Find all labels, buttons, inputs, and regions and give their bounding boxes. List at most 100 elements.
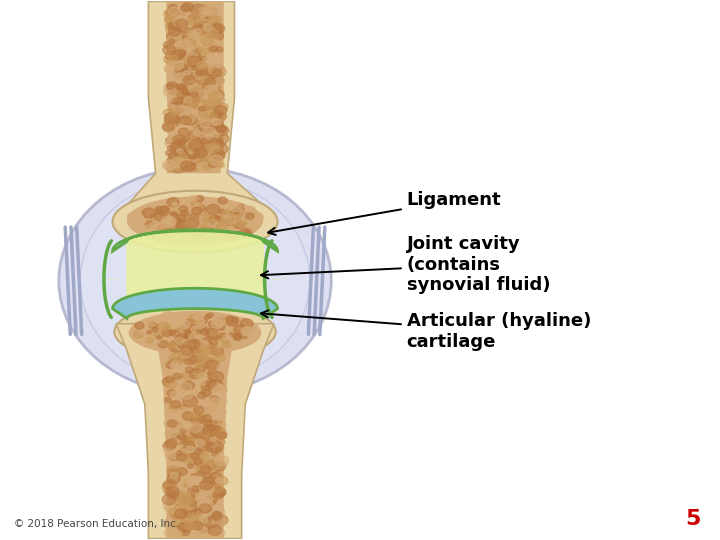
Circle shape	[184, 319, 196, 328]
Circle shape	[194, 340, 202, 346]
Circle shape	[209, 161, 217, 168]
Circle shape	[168, 34, 182, 45]
Circle shape	[168, 39, 175, 44]
Circle shape	[200, 331, 211, 339]
Circle shape	[207, 204, 220, 214]
Circle shape	[204, 433, 214, 440]
Circle shape	[141, 335, 150, 341]
Circle shape	[190, 497, 196, 501]
Circle shape	[171, 98, 179, 104]
Circle shape	[187, 56, 202, 67]
Circle shape	[167, 84, 174, 89]
Circle shape	[224, 210, 230, 214]
Circle shape	[203, 164, 210, 169]
Circle shape	[207, 75, 214, 80]
Circle shape	[167, 146, 174, 151]
Circle shape	[200, 522, 210, 529]
Circle shape	[174, 63, 187, 73]
Circle shape	[177, 399, 184, 404]
Circle shape	[202, 426, 212, 434]
Circle shape	[215, 419, 222, 424]
Circle shape	[188, 15, 201, 25]
Circle shape	[199, 485, 210, 495]
Circle shape	[178, 343, 185, 348]
Circle shape	[225, 316, 235, 323]
Circle shape	[163, 326, 171, 331]
Circle shape	[192, 479, 204, 488]
Circle shape	[239, 332, 248, 339]
Circle shape	[174, 329, 185, 338]
Circle shape	[168, 441, 180, 449]
Circle shape	[188, 218, 202, 229]
Circle shape	[168, 491, 179, 499]
Circle shape	[199, 357, 214, 368]
Circle shape	[207, 98, 220, 107]
Circle shape	[151, 220, 162, 228]
Circle shape	[186, 165, 194, 171]
Circle shape	[199, 107, 205, 112]
Circle shape	[197, 237, 205, 242]
Circle shape	[168, 220, 174, 223]
Circle shape	[200, 334, 206, 339]
Circle shape	[213, 317, 225, 326]
Polygon shape	[264, 279, 288, 281]
Circle shape	[175, 106, 189, 117]
Circle shape	[202, 110, 208, 114]
Circle shape	[197, 330, 202, 334]
Circle shape	[170, 472, 179, 478]
Circle shape	[207, 458, 222, 469]
Circle shape	[171, 156, 186, 167]
Circle shape	[199, 402, 213, 413]
Circle shape	[208, 84, 218, 92]
Circle shape	[207, 426, 217, 433]
Circle shape	[207, 39, 219, 49]
Circle shape	[184, 116, 196, 124]
Circle shape	[199, 500, 213, 510]
Circle shape	[172, 145, 179, 150]
Circle shape	[223, 335, 231, 340]
Circle shape	[195, 515, 210, 526]
Circle shape	[243, 327, 256, 336]
Circle shape	[208, 441, 223, 453]
Circle shape	[211, 433, 219, 440]
Circle shape	[202, 343, 212, 350]
Circle shape	[239, 220, 247, 226]
Circle shape	[174, 140, 181, 146]
Circle shape	[211, 370, 223, 380]
Circle shape	[192, 104, 199, 110]
Circle shape	[176, 468, 187, 476]
Circle shape	[169, 224, 179, 231]
Circle shape	[197, 471, 204, 476]
Circle shape	[190, 411, 199, 417]
Circle shape	[189, 91, 199, 99]
Circle shape	[183, 90, 190, 95]
Circle shape	[190, 218, 197, 223]
Circle shape	[197, 25, 209, 34]
Circle shape	[173, 105, 186, 115]
Circle shape	[211, 472, 222, 481]
Circle shape	[190, 12, 197, 17]
Circle shape	[200, 69, 207, 74]
Circle shape	[182, 137, 189, 142]
Circle shape	[194, 449, 202, 455]
Circle shape	[180, 116, 192, 125]
Circle shape	[210, 411, 224, 421]
Circle shape	[171, 507, 182, 515]
Circle shape	[179, 209, 193, 219]
Circle shape	[210, 91, 221, 99]
Circle shape	[215, 129, 222, 134]
Circle shape	[236, 338, 241, 341]
Circle shape	[205, 328, 218, 338]
Circle shape	[222, 231, 230, 237]
Circle shape	[206, 77, 215, 84]
Circle shape	[215, 487, 225, 495]
Circle shape	[212, 111, 221, 117]
Circle shape	[212, 145, 217, 149]
Circle shape	[210, 214, 219, 221]
Circle shape	[199, 7, 208, 14]
Circle shape	[186, 320, 195, 326]
Circle shape	[201, 119, 214, 129]
Circle shape	[158, 206, 166, 212]
Circle shape	[176, 345, 183, 350]
Circle shape	[191, 414, 205, 425]
